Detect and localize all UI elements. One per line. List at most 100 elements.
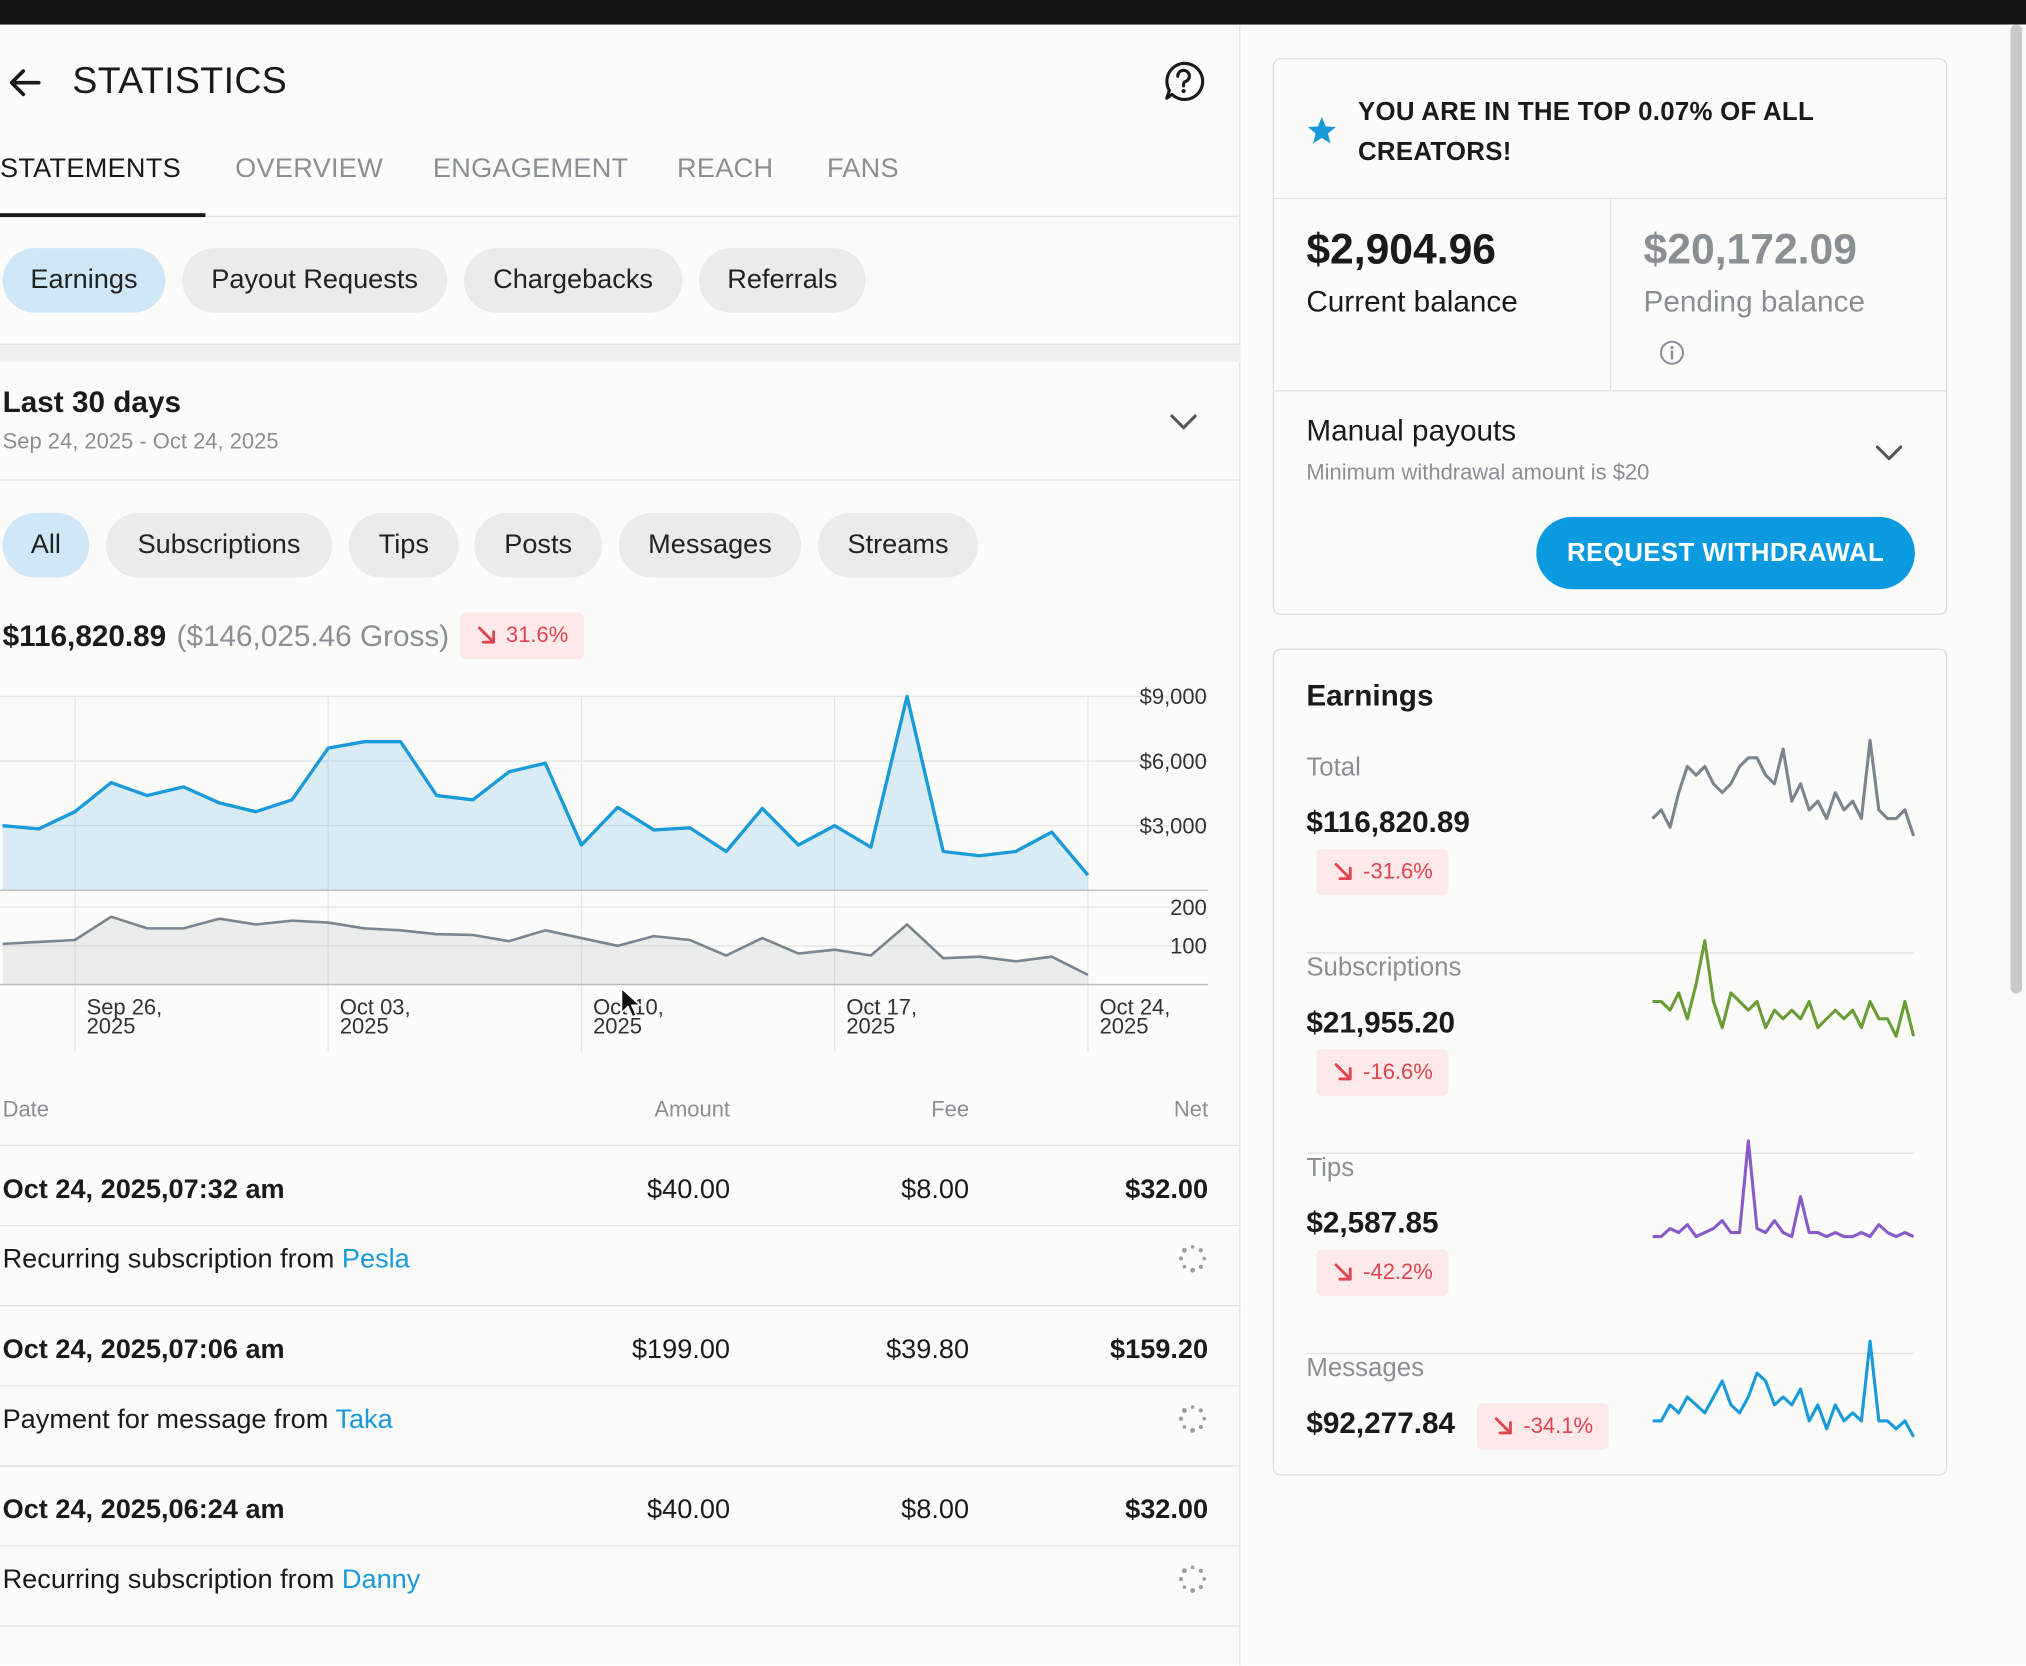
tab-statements[interactable]: STATEMENTS bbox=[0, 153, 181, 184]
spinner-dot bbox=[1181, 1568, 1187, 1574]
arrow-down-right-icon bbox=[1334, 1063, 1352, 1081]
earnings-item-label: Messages bbox=[1306, 1354, 1425, 1383]
date-range-selector[interactable]: Last 30 days Sep 24, 2025 - Oct 24, 2025 bbox=[0, 362, 1241, 481]
date-range-title: Last 30 days bbox=[2, 385, 182, 419]
earnings-item-amount: $21,955.20 bbox=[1306, 1005, 1456, 1039]
current-balance: $2,904.96 Current balance bbox=[1274, 199, 1610, 390]
chip-subscriptions[interactable]: Subscriptions bbox=[105, 512, 333, 578]
row-date: Oct 24, 2025,06:24 am bbox=[2, 1494, 285, 1525]
row-net: $159.20 bbox=[1110, 1334, 1209, 1365]
spinner-dot bbox=[1202, 1256, 1207, 1261]
change-value: 31.6% bbox=[505, 622, 569, 648]
row-user-link[interactable]: Taka bbox=[335, 1404, 393, 1435]
earnings-item-total[interactable]: Total $116,820.89 -31.6% bbox=[1306, 738, 1916, 954]
earnings-item-label: Tips bbox=[1306, 1153, 1355, 1183]
spinner-dot bbox=[1202, 1416, 1207, 1421]
arrow-down-right-icon bbox=[1334, 1263, 1352, 1281]
row-amount: $40.00 bbox=[647, 1174, 731, 1205]
info-icon[interactable] bbox=[1658, 339, 1686, 367]
page-scrollbar[interactable] bbox=[2006, 24, 2026, 1666]
sparkline-path bbox=[1651, 738, 1916, 837]
series-line bbox=[2, 915, 1089, 977]
row-desc-text: Recurring subscription from bbox=[2, 1244, 335, 1275]
table-row-description: Recurring subscription from Danny bbox=[0, 1547, 1241, 1627]
row-description: Recurring subscription from Danny bbox=[3, 1565, 421, 1596]
table-row-description: Payment for message from Taka bbox=[0, 1386, 1241, 1467]
back-button[interactable] bbox=[5, 63, 44, 102]
earnings-item-subscriptions[interactable]: Subscriptions $21,955.20 -16.6% bbox=[1306, 939, 1916, 1154]
row-fee: $8.00 bbox=[901, 1494, 970, 1525]
row-amount: $40.00 bbox=[647, 1494, 731, 1525]
col-net: Net bbox=[1173, 1096, 1209, 1122]
y-tick-label: $6,000 bbox=[1140, 749, 1207, 774]
earnings-change-badge: -16.6% bbox=[1316, 1049, 1449, 1096]
row-date: Oct 24, 2025,07:06 am bbox=[2, 1334, 285, 1365]
row-description: Recurring subscription from Pesla bbox=[3, 1244, 410, 1275]
table-row-description: Recurring subscription from Pesla bbox=[0, 1226, 1241, 1307]
earnings-change-badge: -34.1% bbox=[1476, 1403, 1609, 1450]
tab-overview[interactable]: OVERVIEW bbox=[235, 153, 383, 184]
earnings-change-badge: -31.6% bbox=[1316, 848, 1449, 896]
x-tick-label: Oct 17, 2025 bbox=[846, 994, 917, 1038]
row-user-link[interactable]: Pesla bbox=[341, 1244, 410, 1275]
earnings-item-amount: $116,820.89 bbox=[1306, 804, 1470, 839]
arrow-down-right-icon bbox=[1494, 1417, 1512, 1435]
chip-chargebacks[interactable]: Chargebacks bbox=[463, 248, 683, 313]
spinner-dot bbox=[1190, 1427, 1196, 1433]
sparkline-path bbox=[1652, 1339, 1915, 1438]
help-button[interactable] bbox=[1160, 58, 1207, 105]
spinner-dot bbox=[1198, 1408, 1203, 1413]
sparkline-path bbox=[1652, 1139, 1915, 1239]
row-user-link[interactable]: Danny bbox=[341, 1564, 421, 1595]
net-total: $116,820.89 bbox=[2, 618, 167, 652]
chip-all[interactable]: All bbox=[2, 512, 90, 578]
chip-posts[interactable]: Posts bbox=[474, 512, 603, 578]
chip-streams[interactable]: Streams bbox=[817, 512, 979, 578]
series-area bbox=[2, 696, 1088, 891]
earnings-item-messages[interactable]: Messages $92,277.84 -34.1% bbox=[1306, 1339, 1915, 1554]
arrow-down-right-icon bbox=[1334, 862, 1352, 881]
request-withdrawal-button[interactable]: REQUEST WITHDRAWAL bbox=[1536, 516, 1915, 590]
date-range-dates: Sep 24, 2025 - Oct 24, 2025 bbox=[2, 428, 279, 454]
chip-messages[interactable]: Messages bbox=[618, 512, 802, 578]
tab-engagement[interactable]: ENGAGEMENT bbox=[432, 153, 629, 184]
y-tick-label: $9,000 bbox=[1140, 684, 1207, 709]
earnings-item-tips[interactable]: Tips $2,587.85 -42.2% bbox=[1306, 1139, 1915, 1355]
scrollbar-thumb[interactable] bbox=[2010, 24, 2023, 994]
chevron-down-icon[interactable] bbox=[1871, 434, 1907, 470]
table-header: Date Amount Fee Net bbox=[0, 1084, 1241, 1147]
top-creator-text: YOU ARE IN THE TOP 0.07% OF ALL CREATORS… bbox=[1357, 98, 1814, 167]
earnings-title: Earnings bbox=[1306, 678, 1434, 712]
spinner-dot bbox=[1198, 1248, 1203, 1253]
statistics-tabs: STATEMENTS OVERVIEW ENGAGEMENT REACH FAN… bbox=[0, 141, 1241, 218]
chip-tips[interactable]: Tips bbox=[348, 512, 459, 578]
x-tick-label: Oct 24, 2025 bbox=[1100, 994, 1171, 1038]
tab-reach[interactable]: REACH bbox=[677, 153, 774, 184]
top-creator-banner: YOU ARE IN THE TOP 0.07% OF ALL CREATORS… bbox=[1274, 59, 1946, 199]
row-fee: $8.00 bbox=[901, 1174, 970, 1205]
chip-referrals[interactable]: Referrals bbox=[699, 248, 866, 313]
current-balance-amount: $2,904.96 bbox=[1306, 224, 1497, 273]
page-title: STATISTICS bbox=[72, 60, 288, 103]
earnings-change-value: -34.1% bbox=[1523, 1413, 1593, 1439]
row-fee: $39.80 bbox=[886, 1334, 970, 1365]
series-line bbox=[2, 694, 1090, 877]
tips-sparkline bbox=[1652, 1139, 1915, 1239]
chip-earnings[interactable]: Earnings bbox=[2, 248, 166, 313]
earnings-change-value: -31.6% bbox=[1363, 859, 1433, 884]
earnings-card: Earnings Total $116,820.89 -31.6% Subscr… bbox=[1272, 648, 1948, 1476]
star-icon bbox=[1307, 116, 1336, 144]
spinner-dot bbox=[1190, 1565, 1195, 1570]
payouts-divider bbox=[1274, 390, 1946, 392]
loading-spinner-icon bbox=[1178, 1245, 1207, 1273]
header: STATISTICS bbox=[0, 25, 1240, 141]
earnings-summary: $116,820.89 ($146,025.46 Gross) 31.6% bbox=[3, 610, 584, 662]
total-sparkline bbox=[1651, 738, 1916, 837]
spinner-dot bbox=[1178, 1256, 1184, 1261]
tab-fans[interactable]: FANS bbox=[826, 153, 899, 184]
spinner-dot bbox=[1178, 1576, 1184, 1582]
arrow-down-right-icon bbox=[477, 626, 495, 644]
chip-payout-requests[interactable]: Payout Requests bbox=[182, 248, 448, 313]
arrow-left-icon bbox=[9, 69, 41, 97]
